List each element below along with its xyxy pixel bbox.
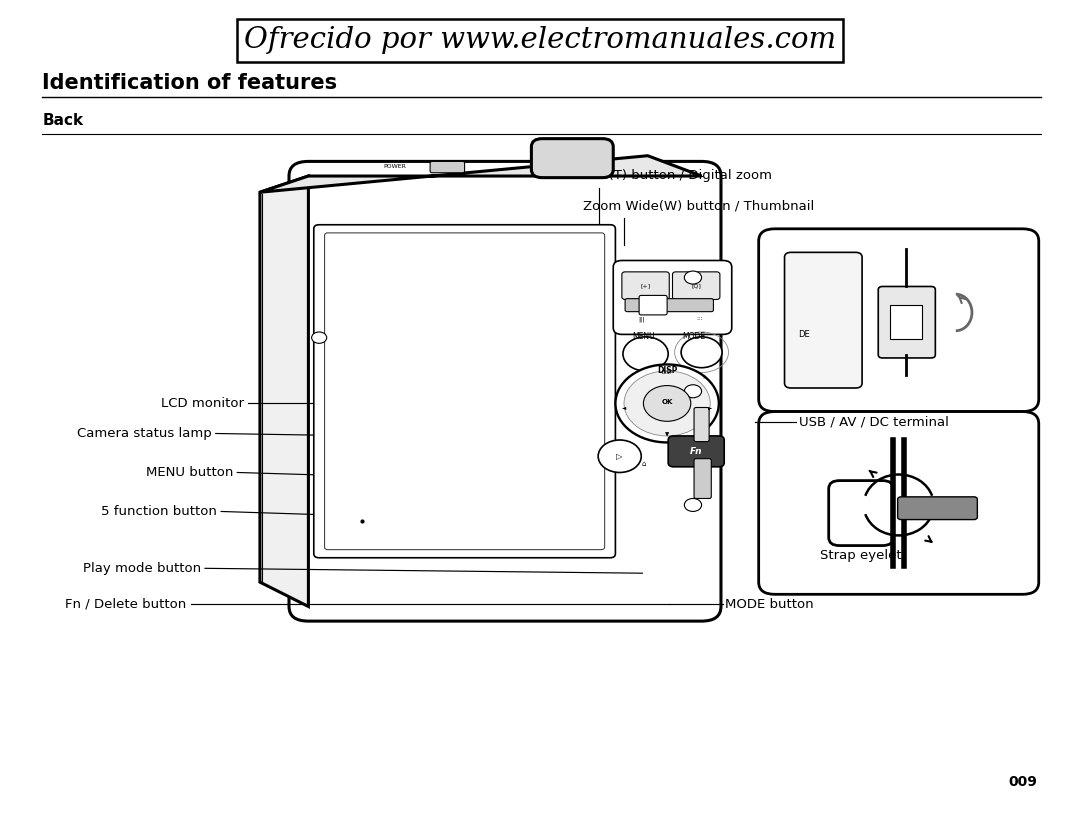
Text: MODE: MODE xyxy=(683,332,705,341)
FancyBboxPatch shape xyxy=(673,272,720,299)
FancyBboxPatch shape xyxy=(289,161,721,621)
Text: |||: ||| xyxy=(638,316,645,322)
Text: Zoom Wide(W) button / Thumbnail: Zoom Wide(W) button / Thumbnail xyxy=(583,200,814,213)
Text: ☼: ☼ xyxy=(701,375,706,380)
Circle shape xyxy=(685,271,702,284)
FancyBboxPatch shape xyxy=(639,295,667,315)
Text: MODE button: MODE button xyxy=(726,597,814,610)
Circle shape xyxy=(623,337,669,371)
Text: 009: 009 xyxy=(1009,775,1038,789)
FancyBboxPatch shape xyxy=(669,436,725,467)
FancyBboxPatch shape xyxy=(625,298,714,311)
FancyBboxPatch shape xyxy=(694,408,710,442)
Circle shape xyxy=(685,385,702,398)
Text: ◄: ◄ xyxy=(622,405,626,410)
Circle shape xyxy=(644,385,691,421)
Text: Fn / Delete button: Fn / Delete button xyxy=(66,597,187,610)
FancyBboxPatch shape xyxy=(897,497,977,520)
Text: Fn: Fn xyxy=(690,447,702,456)
FancyBboxPatch shape xyxy=(430,161,464,173)
FancyBboxPatch shape xyxy=(878,287,935,358)
FancyBboxPatch shape xyxy=(694,459,712,499)
Text: Strap eyelet: Strap eyelet xyxy=(820,548,902,562)
Text: POWER: POWER xyxy=(383,164,407,169)
Text: Camera status lamp: Camera status lamp xyxy=(77,427,212,440)
Text: [+]: [+] xyxy=(640,283,650,289)
Text: DISP: DISP xyxy=(661,370,673,375)
FancyBboxPatch shape xyxy=(325,233,605,549)
Text: DE: DE xyxy=(798,330,810,339)
FancyBboxPatch shape xyxy=(613,261,732,334)
FancyBboxPatch shape xyxy=(758,412,1039,594)
FancyBboxPatch shape xyxy=(531,139,613,178)
Circle shape xyxy=(598,440,642,473)
Text: LCD monitor: LCD monitor xyxy=(161,397,244,410)
Text: :::: ::: xyxy=(697,316,703,321)
Text: [Q]: [Q] xyxy=(691,283,701,289)
Text: ▷: ▷ xyxy=(617,452,623,460)
Polygon shape xyxy=(260,156,702,192)
Text: OK: OK xyxy=(661,399,673,405)
Text: MENU: MENU xyxy=(633,332,656,341)
Circle shape xyxy=(616,364,719,443)
FancyBboxPatch shape xyxy=(784,253,862,388)
Text: MENU button: MENU button xyxy=(146,466,233,479)
Text: ⌂: ⌂ xyxy=(642,461,646,467)
Text: ▼: ▼ xyxy=(665,432,670,437)
FancyBboxPatch shape xyxy=(758,229,1039,412)
Text: Ofrecido por www.electromanuales.com: Ofrecido por www.electromanuales.com xyxy=(244,26,836,55)
FancyBboxPatch shape xyxy=(622,272,670,299)
FancyBboxPatch shape xyxy=(314,225,616,557)
Text: 5 function button: 5 function button xyxy=(100,505,217,518)
Circle shape xyxy=(312,332,327,343)
Polygon shape xyxy=(260,176,309,606)
Text: USB / AV / DC terminal: USB / AV / DC terminal xyxy=(798,416,948,429)
Text: Zoom Tele(T) button / Digital zoom: Zoom Tele(T) button / Digital zoom xyxy=(540,169,772,182)
Circle shape xyxy=(685,499,702,512)
Circle shape xyxy=(681,337,723,368)
Text: DISP: DISP xyxy=(657,366,677,375)
Text: ►: ► xyxy=(708,405,713,410)
Text: Play mode button: Play mode button xyxy=(82,562,201,575)
FancyBboxPatch shape xyxy=(890,305,922,339)
Circle shape xyxy=(624,371,711,436)
Text: Identification of features: Identification of features xyxy=(42,73,337,93)
Text: Back: Back xyxy=(42,113,83,128)
